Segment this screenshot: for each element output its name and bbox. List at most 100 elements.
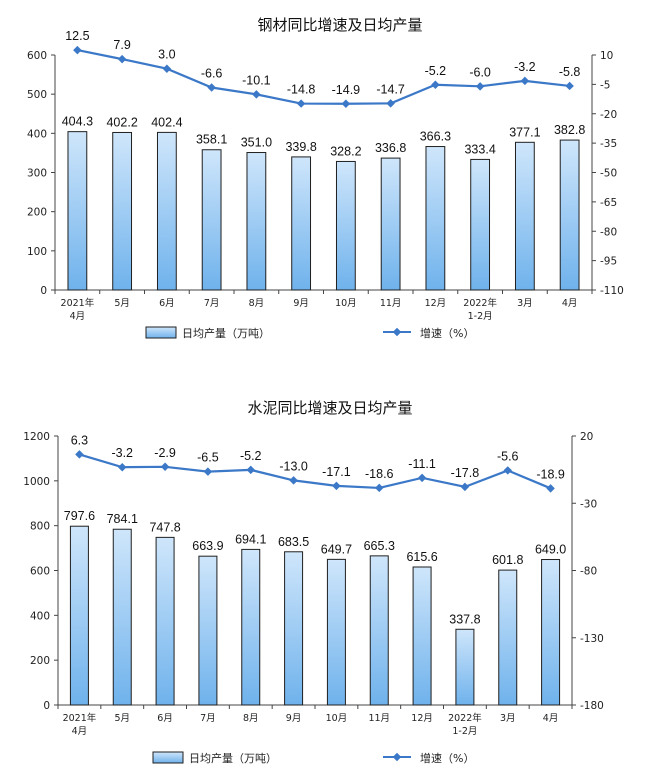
bar-data-label: 328.2 [330, 144, 361, 158]
x-tick-label: 12月 [425, 298, 447, 309]
x-tick-label: 5月 [114, 298, 130, 309]
bar-data-label: 333.4 [464, 142, 495, 156]
bar-data-label: 784.1 [107, 512, 138, 526]
growth-point [431, 80, 440, 90]
growth-data-label: -6.6 [201, 67, 223, 81]
x-tick-label: 6月 [157, 713, 173, 724]
bars: 404.3 402.2 402.4 358.1 351.0 339.8 328.2 336.8… [62, 115, 585, 291]
growth-data-label: -2.9 [154, 446, 176, 460]
x-tick-label: 9月 [286, 713, 302, 724]
x-tick-label: 4月 [543, 713, 559, 724]
growth-data-label: -6.0 [469, 65, 491, 79]
bar [112, 131, 133, 291]
growth-data-label: -5.6 [497, 449, 519, 463]
bar [326, 558, 346, 706]
growth-data-label: 7.9 [113, 38, 130, 52]
x-tick-label: 5月 [114, 713, 130, 724]
growth-data-label: -17.1 [322, 465, 351, 479]
bar-data-label: 351.0 [241, 136, 272, 150]
growth-point [386, 99, 395, 108]
growth-point [375, 483, 384, 493]
right-tick-label: -50 [600, 168, 617, 180]
left-tick-label: 300 [27, 168, 47, 180]
left-tick-label: 600 [30, 566, 50, 578]
legend-bar-label: 日均产量（万吨） [182, 326, 270, 340]
growth-line-path [79, 453, 552, 490]
x-tick-label: 2021年 4月 [63, 712, 97, 737]
growth-data-label: -3.2 [111, 446, 133, 460]
right-tick-label: -65 [600, 197, 617, 209]
bar-data-label: 358.1 [196, 133, 227, 147]
growth-point [203, 467, 213, 476]
growth-point [460, 482, 470, 492]
x-tick-label: 8月 [243, 713, 259, 724]
growth-data-label: -5.2 [425, 64, 447, 78]
growth-point [73, 45, 82, 55]
growth-point [289, 476, 298, 485]
x-tick-label: 7月 [204, 298, 220, 309]
bar [241, 548, 261, 706]
legend: 日均产量（万吨） 增速（%） [145, 326, 474, 340]
legend-line-marker [392, 327, 402, 337]
bar-data-label: 382.8 [554, 123, 585, 137]
x-tick-label: 2022年 1-2月 [463, 297, 497, 322]
x-tick-label: 6月 [159, 298, 175, 309]
right-tick-label: 20 [580, 431, 593, 443]
bar [156, 131, 177, 291]
bar-data-label: 747.8 [149, 520, 180, 534]
left-tick-label: 400 [30, 610, 50, 622]
x-tick-label: 4月 [562, 298, 578, 309]
growth-data-label: -17.8 [451, 466, 480, 480]
x-tick-label: 10月 [335, 298, 357, 309]
growth-point [475, 82, 485, 91]
bar [291, 156, 312, 291]
growth-line-path [77, 49, 570, 105]
bar-data-label: 649.7 [321, 542, 352, 556]
right-tick-label: -30 [580, 498, 597, 510]
growth-data-label: -13.0 [279, 459, 308, 473]
growth-data-label: -14.9 [332, 83, 361, 97]
x-tick-label: 11月 [368, 713, 390, 724]
growth-data-label: -10.1 [242, 73, 271, 87]
bar [155, 536, 175, 706]
right-tick-label: -95 [600, 256, 617, 268]
bar [335, 160, 356, 291]
growth-point [252, 90, 261, 99]
x-tick-label: 9月 [293, 298, 309, 309]
left-tick-label: 1200 [23, 431, 50, 443]
right-tick-label: 10 [600, 50, 613, 62]
axes: 0 100 200 300 400 500 600 10 -5 -20 -35 -50 -65 -80 -9… [27, 50, 624, 322]
bar [514, 141, 535, 291]
left-tick-label: 1000 [23, 476, 50, 488]
bar [198, 555, 218, 706]
growth-point [417, 473, 427, 483]
bar-data-label: 615.6 [406, 550, 437, 564]
bar-data-label: 665.3 [364, 539, 395, 553]
left-tick-label: 100 [27, 246, 47, 258]
growth-data-label: 12.5 [65, 29, 89, 43]
x-tick-label: 3月 [500, 713, 516, 724]
left-tick-label: 400 [27, 128, 47, 140]
growth-line: 6.3 -3.2 -2.9 -6.5 -5.2 -13.0 -17.1 -18.6 -11.1 -… [71, 433, 565, 493]
legend-bar-label: 日均产量（万吨） [189, 751, 277, 765]
right-tick-label: -80 [600, 226, 617, 238]
growth-point [118, 462, 127, 472]
bar-data-label: 402.2 [106, 115, 137, 129]
bar [112, 528, 132, 706]
bar-data-label: 797.6 [64, 509, 95, 523]
chart-title: 水泥同比增速及日均产量 [247, 399, 412, 417]
growth-data-label: -5.2 [240, 449, 262, 463]
growth-data-label: -11.1 [408, 457, 436, 471]
left-tick-label: 200 [30, 655, 50, 667]
x-tick-label: 2021年 4月 [61, 297, 95, 322]
bar [201, 149, 222, 291]
growth-point [117, 54, 127, 64]
growth-data-label: -5.8 [559, 65, 581, 79]
steel-chart: 钢材同比增速及日均产量 0 100 200 300 400 500 600 10 -5 -20 -3… [27, 16, 624, 340]
bar-data-label: 649.0 [535, 543, 566, 557]
left-tick-label: 800 [30, 521, 50, 533]
bar-data-label: 402.4 [151, 115, 182, 129]
growth-point [546, 484, 555, 493]
right-tick-label: -20 [600, 109, 617, 121]
